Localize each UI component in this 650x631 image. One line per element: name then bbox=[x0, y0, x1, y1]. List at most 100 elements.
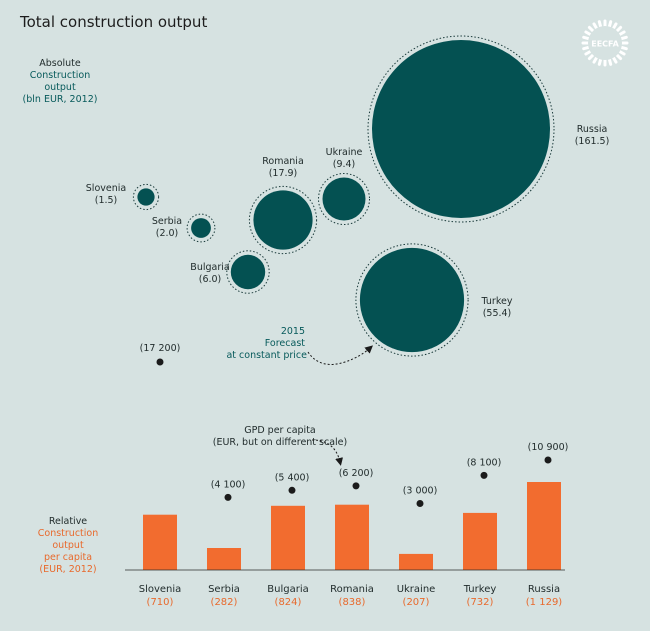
relative-legend-line2: Construction bbox=[38, 528, 99, 539]
logo-text: EECFA bbox=[591, 40, 619, 49]
gdp-label-serbia: (4 100) bbox=[211, 479, 246, 490]
bar-bulgaria-value: (824) bbox=[275, 597, 302, 608]
bar-russia-value: (1 129) bbox=[526, 597, 563, 608]
stray-value-dot bbox=[156, 358, 164, 366]
gdp-label-turkey: (8 100) bbox=[467, 457, 502, 468]
bar-turkey-category: Turkey bbox=[463, 584, 497, 595]
gdp-note-line1: GPD per capita bbox=[244, 425, 316, 436]
bubble-turkey-name: Turkey bbox=[481, 296, 513, 307]
absolute-legend-line1: Absolute bbox=[39, 58, 81, 69]
gdp-dot-turkey bbox=[480, 471, 488, 479]
bar-serbia-value: (282) bbox=[211, 597, 238, 608]
forecast-arrow bbox=[307, 345, 373, 365]
bubble-ukraine-mark bbox=[322, 177, 366, 221]
gdp-note-line2: (EUR, but on different scale) bbox=[213, 437, 348, 448]
bar-slovenia bbox=[143, 514, 177, 570]
bar-chart: Slovenia (710) Serbia (282) (4 100) Bulgaria (… bbox=[139, 442, 569, 608]
gdp-dot-romania bbox=[352, 482, 360, 490]
bubble-ukraine-outline bbox=[318, 173, 370, 225]
bubble-romania: Romania(17.9) bbox=[248, 156, 318, 255]
absolute-legend-line4: (bln EUR, 2012) bbox=[23, 94, 98, 105]
bubble-russia-mark bbox=[372, 40, 550, 218]
bar-slovenia-category: Slovenia bbox=[139, 584, 182, 595]
bubble-slovenia: Slovenia(1.5) bbox=[86, 183, 160, 211]
bar-slovenia-value: (710) bbox=[147, 597, 174, 608]
bar-romania-category: Romania bbox=[330, 584, 374, 595]
bubble-russia-name: Russia bbox=[577, 124, 608, 135]
bar-turkey bbox=[463, 512, 497, 570]
gdp-dot-russia bbox=[544, 456, 552, 464]
bubble-bulgaria-mark bbox=[230, 254, 266, 290]
bubble-slovenia-mark bbox=[137, 188, 155, 206]
relative-legend-line4: per capita bbox=[44, 552, 92, 563]
bubble-romania-mark bbox=[253, 190, 313, 250]
bubble-turkey-outline bbox=[355, 243, 469, 357]
bubble-ukraine: Ukraine(9.4) bbox=[318, 147, 370, 225]
bubble-ukraine-name: Ukraine bbox=[326, 147, 363, 158]
bubble-bulgaria-value: (6.0) bbox=[199, 274, 222, 285]
bar-romania bbox=[335, 504, 369, 570]
forecast-note-line1: 2015 bbox=[281, 326, 305, 337]
bubble-bulgaria-outline bbox=[226, 250, 270, 294]
gdp-label-romania: (6 200) bbox=[339, 468, 374, 479]
stray-value-label: (17 200) bbox=[140, 343, 181, 354]
bubble-ukraine-value: (9.4) bbox=[333, 159, 356, 170]
gdp-dot-serbia bbox=[224, 493, 232, 501]
relative-legend-line5: (EUR, 2012) bbox=[39, 564, 96, 575]
bubble-russia-outline bbox=[367, 35, 555, 223]
page-title: Total construction output bbox=[19, 13, 207, 31]
bubble-serbia: Serbia(2.0) bbox=[152, 213, 216, 243]
bubble-bulgaria: Bulgaria(6.0) bbox=[190, 250, 270, 294]
bar-bulgaria-category: Bulgaria bbox=[267, 584, 308, 595]
bubble-russia: Russia(161.5) bbox=[367, 35, 610, 223]
bar-bulgaria bbox=[271, 505, 305, 570]
bubble-serbia-outline bbox=[186, 213, 216, 243]
gdp-label-ukraine: (3 000) bbox=[403, 486, 438, 497]
absolute-legend-line2: Construction bbox=[30, 70, 91, 81]
forecast-note: 2015 Forecast at constant price bbox=[226, 326, 373, 365]
bar-group-serbia: Serbia (282) (4 100) bbox=[207, 479, 245, 608]
gdp-dot-bulgaria bbox=[288, 486, 296, 494]
relative-legend-line1: Relative bbox=[49, 516, 87, 527]
bubble-turkey-value: (55.4) bbox=[483, 308, 512, 319]
bar-turkey-value: (732) bbox=[467, 597, 494, 608]
relative-legend: Relative Construction output per capita … bbox=[38, 516, 99, 575]
bubble-romania-outline bbox=[248, 185, 318, 255]
bar-serbia bbox=[207, 548, 241, 570]
forecast-note-line3: at constant price bbox=[226, 350, 307, 361]
absolute-legend-line3: output bbox=[44, 82, 76, 93]
gdp-dot-ukraine bbox=[416, 500, 424, 507]
gdp-label-russia: (10 900) bbox=[528, 442, 569, 453]
bubble-slovenia-name: Slovenia bbox=[86, 183, 126, 194]
bar-russia bbox=[527, 482, 561, 570]
bubble-chart: Slovenia(1.5)Serbia(2.0)Bulgaria(6.0)Rom… bbox=[86, 35, 610, 357]
bubble-serbia-value: (2.0) bbox=[156, 228, 179, 239]
gdp-note: GPD per capita (EUR, but on different sc… bbox=[213, 425, 348, 466]
bubble-serbia-name: Serbia bbox=[152, 216, 182, 227]
bar-group-ukraine: Ukraine (207) (3 000) bbox=[397, 486, 438, 609]
bubble-turkey: Turkey(55.4) bbox=[355, 243, 513, 357]
bubble-bulgaria-name: Bulgaria bbox=[190, 262, 229, 273]
bar-group-turkey: Turkey (732) (8 100) bbox=[463, 457, 502, 608]
bubble-serbia-mark bbox=[191, 218, 211, 238]
absolute-legend: Absolute Construction output (bln EUR, 2… bbox=[23, 58, 98, 105]
bubble-slovenia-value: (1.5) bbox=[95, 195, 118, 206]
bar-ukraine-value: (207) bbox=[403, 597, 430, 608]
bubble-russia-value: (161.5) bbox=[575, 136, 610, 147]
bar-ukraine-category: Ukraine bbox=[397, 584, 436, 595]
forecast-note-line2: Forecast bbox=[265, 338, 305, 349]
gdp-label-bulgaria: (5 400) bbox=[275, 472, 310, 483]
bar-group-slovenia: Slovenia (710) bbox=[139, 514, 182, 608]
bar-group-bulgaria: Bulgaria (824) (5 400) bbox=[267, 472, 309, 608]
bubble-turkey-mark bbox=[359, 247, 465, 353]
eecfa-logo: EECFA bbox=[581, 19, 629, 67]
bar-romania-value: (838) bbox=[339, 597, 366, 608]
relative-legend-line3: output bbox=[52, 540, 84, 551]
bar-group-romania: Romania (838) (6 200) bbox=[330, 468, 374, 608]
bar-serbia-category: Serbia bbox=[208, 584, 240, 595]
bar-russia-category: Russia bbox=[528, 584, 560, 595]
bar-ukraine bbox=[399, 553, 433, 570]
bar-group-russia: Russia (1 129) (10 900) bbox=[526, 442, 569, 608]
bubble-slovenia-outline bbox=[132, 183, 160, 211]
